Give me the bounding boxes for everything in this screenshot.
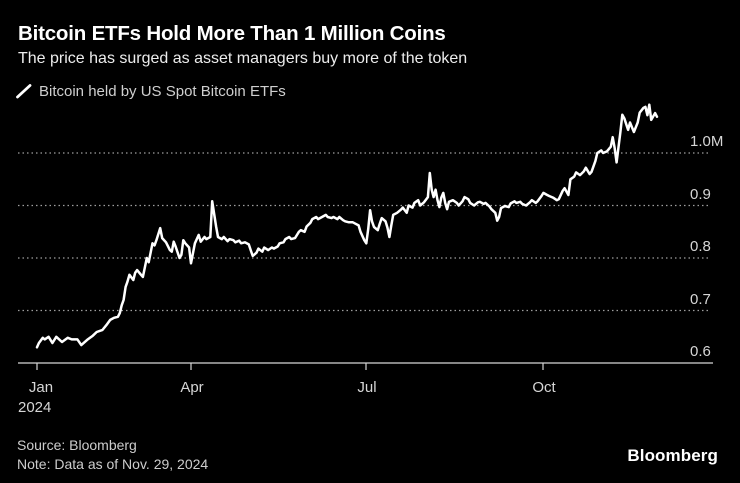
x-axis-label-apr: Apr [180,379,204,396]
x-axis-label-jul: Jul [357,379,377,396]
note-text: Note: Data as of Nov. 29, 2024 [17,455,209,472]
chart-subtitle: The price has surged as asset managers b… [18,50,468,67]
x-axis-label-oct: Oct [532,379,556,396]
bitcoin-holdings-line [35,103,659,349]
y-axis-label-0-7: 0.7 [690,291,711,308]
y-axis-label-0-9: 0.9 [690,186,711,203]
legend: Bitcoin held by US Spot Bitcoin ETFs [16,83,286,100]
source-text: Source: Bloomberg [17,437,137,453]
y-axis-label-0-6: 0.6 [690,343,711,360]
x-axis-year-label: 2024 [18,399,52,416]
y-axis-label-0-8: 0.8 [690,238,711,255]
chart-title: Bitcoin ETFs Hold More Than 1 Million Co… [18,22,446,45]
legend-label: Bitcoin held by US Spot Bitcoin ETFs [39,83,286,100]
line-series-slash-icon [16,84,32,99]
footer: Source: Bloomberg Note: Data as of Nov. … [17,436,208,473]
y-axis-label-1-0m: 1.0M [690,133,724,150]
bloomberg-logo: Bloomberg [627,446,718,465]
x-axis-label-jan: Jan [28,379,54,396]
